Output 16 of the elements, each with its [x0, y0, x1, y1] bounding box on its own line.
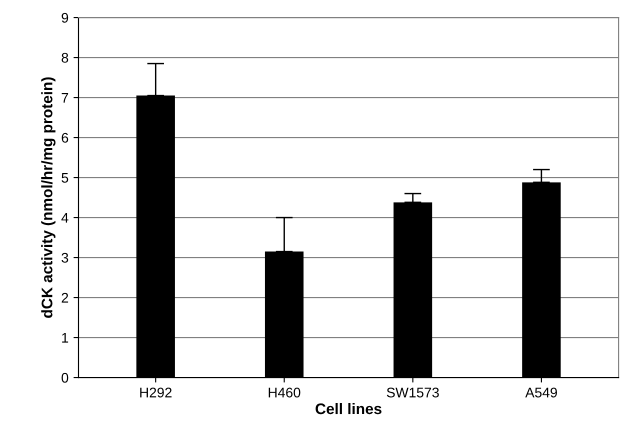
y-axis-title: dCK activity (nmol/hr/mg protein)	[41, 77, 56, 318]
y-tick-label: 4	[61, 213, 68, 223]
x-tick-label: SW1573	[386, 388, 439, 398]
y-tick-label: 2	[62, 292, 68, 303]
x-tick-label: H292	[140, 388, 172, 398]
x-tick-label: H460	[268, 388, 300, 398]
x-axis-title: Cell lines	[316, 402, 382, 414]
y-tick-label: 1	[62, 333, 68, 343]
y-tick-label: 9	[62, 12, 68, 23]
y-tick-label: 8	[62, 52, 68, 63]
y-tick-label: 7	[62, 93, 68, 103]
y-tick-label: 3	[62, 252, 68, 263]
x-tick-label: A549	[525, 388, 557, 398]
y-tick-label: 0	[62, 372, 68, 383]
y-tick-label: 5	[62, 173, 68, 183]
y-tick-label: 6	[62, 132, 68, 143]
